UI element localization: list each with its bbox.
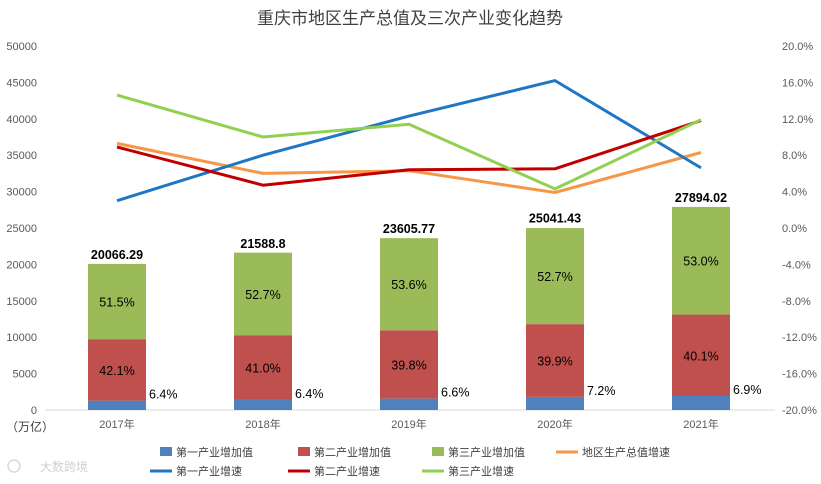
share-label: 40.1% (683, 349, 718, 363)
legend-label: 第三产业增加值 (448, 445, 525, 459)
share-label: 53.6% (391, 278, 426, 292)
total-label: 20066.29 (91, 248, 143, 262)
legend-swatch (298, 447, 310, 456)
legend-label: 第一产业增速 (176, 464, 242, 478)
x-axis: 2017年 2018年 2019年 2020年 2021年 (99, 417, 718, 431)
share-label: 7.2% (587, 384, 616, 398)
bar-labels: 6.4% 42.1% 51.5% 20066.29 6.4% 41.0% 52.7% 2158… (91, 191, 762, 402)
share-label: 6.4% (149, 388, 178, 402)
legend-label: 第二产业增速 (314, 464, 380, 478)
y-left-tick-label: 10000 (6, 332, 37, 344)
bar-segment (380, 398, 438, 410)
y-right-tick-label: -20.0% (782, 405, 817, 417)
bar-segment (380, 238, 438, 331)
legend-label: 第一产业增加值 (176, 445, 253, 459)
x-tick-label: 2020年 (537, 417, 572, 431)
y-left-tick-label: 50000 (6, 41, 37, 53)
legend-label: 地区生产总值增速 (582, 445, 670, 459)
y-left-tick-label: 30000 (6, 187, 37, 199)
line-series (116, 79, 702, 203)
y-right-tick-label: 4.0% (782, 187, 807, 199)
x-tick-label: 2021年 (683, 417, 718, 431)
y-right-tick-label: -12.0% (782, 332, 817, 344)
y-left-tick-label: 5000 (13, 369, 37, 381)
total-label: 23605.77 (383, 222, 435, 236)
bar-segment (672, 314, 730, 396)
share-label: 41.0% (245, 362, 280, 376)
bar-segment (234, 399, 292, 410)
y-left-tick-label: 25000 (6, 223, 37, 235)
share-label: 53.0% (683, 255, 718, 269)
y-left-tick-label: 15000 (6, 296, 37, 308)
share-label: 39.8% (391, 358, 426, 372)
y-right-tick-label: 8.0% (782, 150, 807, 162)
y-right-tick-label: -16.0% (782, 369, 817, 381)
bar-segment (526, 228, 584, 325)
watermark-text: 大数跨境 (40, 459, 88, 474)
bar-segment (88, 263, 146, 340)
y-axis-left: 0 5000 10000 15000 20000 25000 30000 35000 40000… (6, 41, 37, 417)
y-right-tick-label: 20.0% (782, 41, 813, 53)
x-tick-label: 2017年 (99, 417, 134, 431)
bar-segment (672, 395, 730, 410)
share-label: 39.9% (537, 355, 572, 369)
y-right-tick-label: 0.0% (782, 223, 807, 235)
share-label: 52.7% (245, 288, 280, 302)
chart-title: 重庆市地区生产总值及三次产业变化趋势 (257, 9, 563, 29)
y-axis-unit-label: （万亿） (6, 419, 54, 434)
bar-segment (234, 335, 292, 400)
y-left-tick-label: 40000 (6, 114, 37, 126)
share-label: 42.1% (99, 364, 134, 378)
bar-segment (526, 396, 584, 410)
bar-segment (88, 400, 146, 410)
y-left-tick-label: 0 (31, 405, 37, 417)
legend-swatch (432, 447, 444, 456)
legend-label: 第三产业增速 (448, 464, 514, 478)
bar-segment (380, 330, 438, 399)
share-label: 6.6% (441, 386, 470, 400)
share-label: 51.5% (99, 296, 134, 310)
total-label: 27894.02 (675, 191, 727, 205)
y-right-tick-label: -4.0% (782, 259, 811, 271)
y-left-tick-label: 20000 (6, 259, 37, 271)
line-series-path (116, 79, 702, 203)
share-label: 6.9% (733, 383, 762, 397)
bar-segment (672, 206, 730, 315)
line-series-path (116, 93, 702, 191)
y-right-tick-label: 12.0% (782, 114, 813, 126)
x-tick-label: 2018年 (245, 417, 280, 431)
share-label: 6.4% (295, 387, 324, 401)
bar-series (88, 206, 730, 410)
total-label: 25041.43 (529, 212, 581, 226)
legend-label: 第二产业增加值 (314, 445, 391, 459)
y-right-tick-label: -8.0% (782, 296, 811, 308)
x-tick-label: 2019年 (391, 417, 426, 431)
legend-swatch (160, 447, 172, 456)
watermark: 大数跨境 (7, 459, 88, 474)
y-left-tick-label: 45000 (6, 77, 37, 89)
bar-segment (526, 324, 584, 397)
y-axis-right: 20.0% 16.0% 12.0% 8.0% 4.0% 0.0% -4.0% -8.0% -12… (782, 41, 817, 417)
line-series-path (116, 119, 702, 187)
total-label: 21588.8 (240, 237, 285, 251)
share-label: 52.7% (537, 270, 572, 284)
y-left-tick-label: 35000 (6, 150, 37, 162)
bar-segment (88, 339, 146, 401)
y-right-tick-label: 16.0% (782, 77, 813, 89)
bar-segment (234, 252, 292, 336)
watermark-logo-icon (7, 459, 21, 473)
